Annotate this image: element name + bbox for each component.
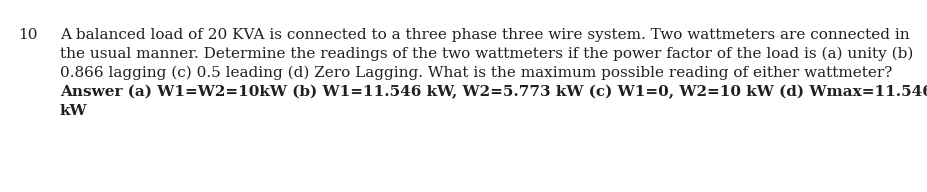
Text: 0.866 lagging (c) 0.5 leading (d) Zero Lagging. What is the maximum possible rea: 0.866 lagging (c) 0.5 leading (d) Zero L…	[60, 66, 892, 80]
Text: the usual manner. Determine the readings of the two wattmeters if the power fact: the usual manner. Determine the readings…	[60, 47, 912, 61]
Text: kW: kW	[60, 104, 87, 118]
Text: Answer (a) W1=W2=10kW (b) W1=11.546 kW, W2=5.773 kW (c) W1=0, W2=10 kW (d) Wmax=: Answer (a) W1=W2=10kW (b) W1=11.546 kW, …	[60, 85, 927, 99]
Text: A balanced load of 20 KVA is connected to a three phase three wire system. Two w: A balanced load of 20 KVA is connected t…	[60, 28, 908, 42]
Text: 10: 10	[18, 28, 37, 42]
